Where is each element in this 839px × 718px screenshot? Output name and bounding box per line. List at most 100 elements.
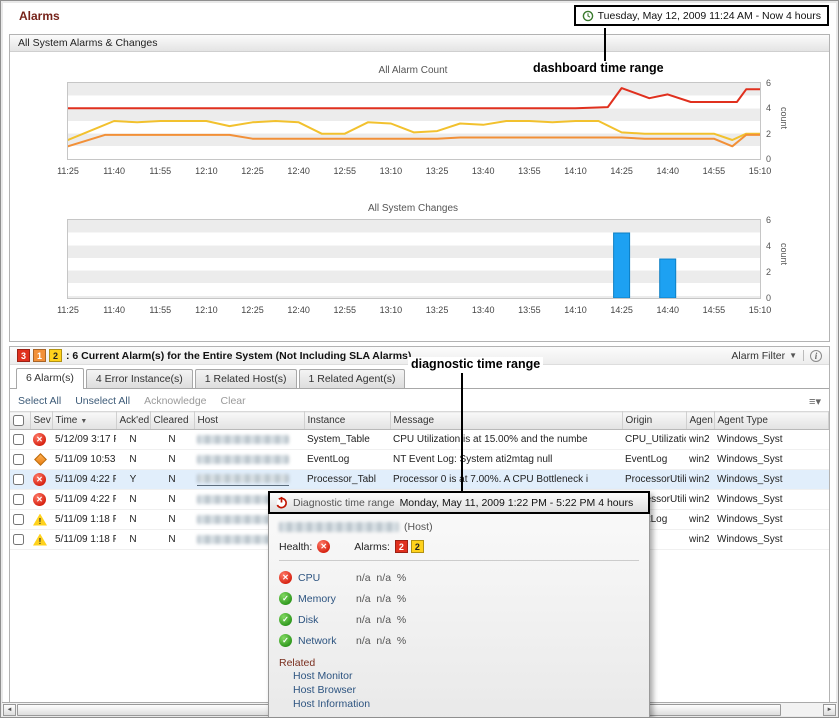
x-tick-label: 13:10: [379, 166, 403, 176]
row-checkbox[interactable]: [13, 453, 24, 465]
scroll-left-arrow-icon[interactable]: ◄: [3, 704, 16, 716]
host-redacted[interactable]: [197, 494, 289, 504]
tab-4-error-instance-s-[interactable]: 4 Error Instance(s): [85, 369, 193, 388]
clear-link[interactable]: Clear: [220, 395, 246, 407]
column-header-time[interactable]: Time ▼: [52, 411, 117, 430]
select-all-link[interactable]: Select All: [18, 395, 62, 407]
tab-1-related-agent-s-[interactable]: 1 Related Agent(s): [298, 369, 406, 388]
dashboard-time-range[interactable]: Tuesday, May 12, 2009 11:24 AM - Now 4 h…: [573, 5, 829, 26]
info-icon[interactable]: i: [810, 349, 822, 362]
x-tick-label: 14:40: [656, 305, 679, 315]
column-header-origin[interactable]: Origin: [622, 411, 687, 430]
panel-title: All System Alarms & Changes: [10, 35, 829, 52]
alarm-row[interactable]: ✕ 5/12/09 3:17 F N N System_Table CPU Utiliza…: [10, 429, 829, 450]
x-tick-label: 14:25: [610, 166, 633, 176]
system-changes-chart-title: All System Changes: [367, 203, 459, 214]
x-tick-label: 14:10: [564, 305, 587, 315]
column-header-ack-ed[interactable]: Ack'ed: [116, 411, 151, 430]
column-header-cleared[interactable]: Cleared: [150, 411, 195, 430]
divider: [803, 350, 804, 361]
system-changes-ylabel: count: [779, 243, 789, 266]
system-changes-xaxis: 11:25 11:40 11:55 12:10 12:25 12:40 12:55 13:10…: [57, 305, 771, 317]
related-link-host-monitor[interactable]: Host Monitor: [293, 670, 353, 682]
x-tick-label: 14:25: [610, 305, 633, 315]
unselect-all-link[interactable]: Unselect All: [75, 395, 131, 407]
x-tick-label: 11:25: [57, 305, 79, 315]
alarm-filter-area: Alarm Filter ▼ i: [731, 349, 822, 362]
customizer-icon[interactable]: ≡▾: [809, 395, 821, 408]
x-tick-label: 12:10: [195, 305, 218, 315]
acknowledge-link[interactable]: Acknowledge: [144, 395, 207, 407]
metric-memory: ✓ Memory n/a n/a %: [279, 588, 639, 609]
x-tick-label: 11:25: [57, 166, 79, 176]
scroll-right-arrow-icon[interactable]: ►: [823, 704, 836, 716]
alarm-count-badge: 2: [410, 540, 424, 553]
host-redacted: [279, 522, 399, 532]
tab-1-related-host-s-[interactable]: 1 Related Host(s): [194, 369, 297, 388]
column-header-instance[interactable]: Instance: [304, 411, 391, 430]
annotation-dashboard-time-range: dashboard time range: [530, 61, 667, 75]
host-redacted[interactable]: [197, 454, 289, 464]
alarm-filter-link[interactable]: Alarm Filter: [731, 349, 786, 362]
x-tick-label: 14:10: [564, 166, 587, 176]
table-header-row: Sev Time ▼ Ack'ed Cleared Host Instance Message…: [10, 411, 829, 430]
row-checkbox[interactable]: [13, 533, 24, 545]
x-tick-label: 13:10: [379, 305, 403, 315]
system-changes-yaxis: 0 2 4 6: [763, 215, 779, 303]
metric-label[interactable]: CPU: [298, 571, 321, 584]
related-link-host-information[interactable]: Host Information: [293, 698, 371, 710]
metric-label[interactable]: Memory: [298, 592, 336, 605]
annotation-line: [604, 28, 606, 61]
health-label: Health:: [279, 540, 313, 553]
alarm-summary-text: : 6 Current Alarm(s) for the Entire Syst…: [66, 349, 412, 362]
error-icon: ✕: [33, 473, 46, 486]
y-tick-label: 2: [766, 267, 772, 277]
metric-disk: ✓ Disk n/a n/a %: [279, 609, 639, 630]
clock-icon: [582, 10, 593, 21]
host-redacted[interactable]: [197, 534, 289, 544]
host-redacted[interactable]: [197, 474, 289, 484]
column-header-host[interactable]: Host: [194, 411, 305, 430]
row-checkbox[interactable]: [13, 433, 24, 445]
y-tick-label: 0: [766, 293, 772, 303]
metric-network: ✓ Network n/a n/a %: [279, 630, 639, 651]
annotation-line: [461, 373, 463, 491]
metric-value: n/a n/a %: [356, 634, 407, 647]
column-header-checkbox[interactable]: [10, 411, 31, 430]
select-all-checkbox[interactable]: [13, 414, 24, 426]
host-redacted[interactable]: [197, 514, 289, 524]
row-checkbox[interactable]: [13, 513, 24, 525]
row-checkbox[interactable]: [13, 473, 24, 485]
popup-metrics: ✕ CPU n/a n/a % ✓ Memory n/a n/a % ✓ Disk n/a n/…: [279, 567, 639, 651]
metric-label[interactable]: Network: [298, 634, 337, 647]
x-tick-label: 11:40: [103, 305, 126, 315]
metric-cpu: ✕ CPU n/a n/a %: [279, 567, 639, 588]
column-header-agent-type[interactable]: Agent Type: [714, 411, 829, 430]
chevron-down-icon[interactable]: ▼: [789, 351, 797, 360]
tab-6-alarm-s-[interactable]: 6 Alarm(s): [16, 368, 84, 389]
error-icon: ✕: [33, 433, 46, 446]
related-link-host-browser[interactable]: Host Browser: [293, 684, 357, 696]
metric-label[interactable]: Disk: [298, 613, 319, 626]
x-tick-label: 12:55: [333, 305, 357, 315]
x-tick-label: 13:25: [425, 305, 449, 315]
column-header-sev[interactable]: Sev: [30, 411, 53, 430]
alarm-row[interactable]: 5/11/09 10:53 N N EventLog NT Event Log: Sys…: [10, 449, 829, 470]
y-tick-label: 2: [766, 128, 772, 139]
alarm-row[interactable]: ✕ 5/11/09 4:22 F Y N Processor_Tabl Processor…: [10, 469, 829, 490]
alarm-count-badge: 3: [17, 349, 30, 362]
column-header-agen[interactable]: Agen: [686, 411, 715, 430]
alarm-count-badge: 1: [33, 349, 46, 362]
column-header-message[interactable]: Message: [390, 411, 623, 430]
alarm-count-yaxis: 0 2 4 6: [763, 78, 779, 164]
alarms-label: Alarms:: [354, 540, 390, 553]
host-redacted[interactable]: [197, 434, 289, 444]
sort-desc-icon: ▼: [80, 418, 88, 425]
diagnostic-time-range-header[interactable]: Diagnostic time range Monday, May 11, 20…: [268, 491, 650, 514]
x-tick-label: 15:10: [748, 166, 772, 176]
x-tick-label: 12:40: [287, 166, 310, 176]
row-checkbox[interactable]: [13, 493, 24, 505]
x-tick-label: 12:25: [241, 166, 264, 176]
